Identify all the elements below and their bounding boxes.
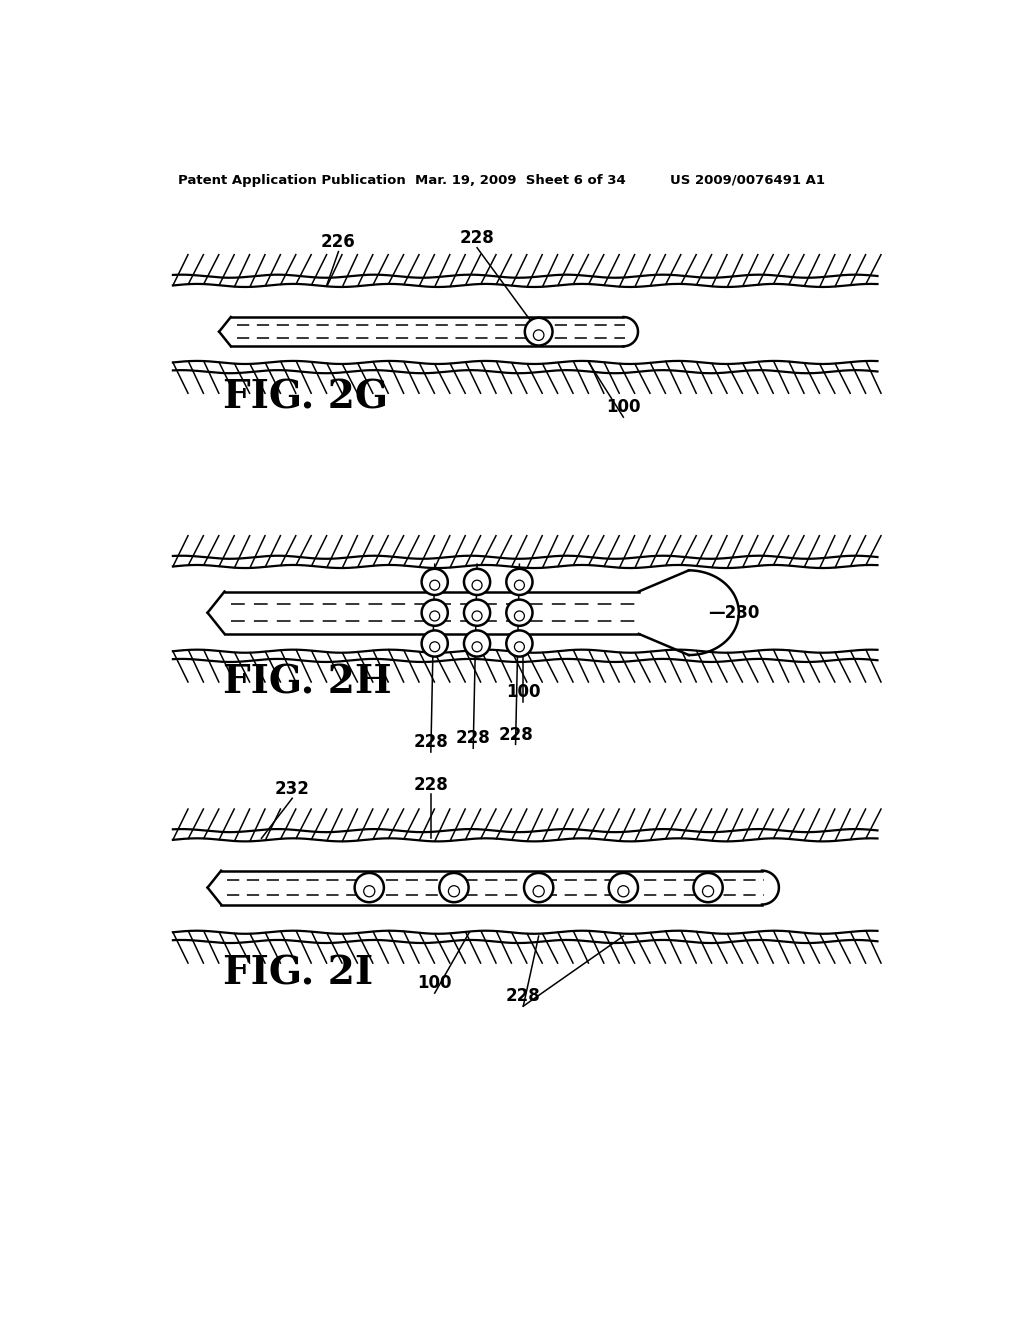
Circle shape [439, 873, 469, 903]
Text: 228: 228 [499, 726, 532, 743]
Circle shape [506, 569, 532, 595]
Circle shape [464, 631, 490, 656]
Circle shape [464, 569, 490, 595]
Circle shape [354, 873, 384, 903]
Text: FIG. 2G: FIG. 2G [223, 379, 388, 416]
Text: FIG. 2H: FIG. 2H [223, 663, 391, 701]
Text: 226: 226 [322, 232, 355, 251]
Circle shape [430, 581, 439, 590]
Circle shape [514, 581, 524, 590]
Text: 228: 228 [456, 730, 490, 747]
Text: FIG. 2I: FIG. 2I [223, 954, 373, 993]
Circle shape [608, 873, 638, 903]
Text: 100: 100 [418, 974, 452, 993]
Circle shape [506, 599, 532, 626]
Circle shape [693, 873, 723, 903]
Circle shape [702, 886, 714, 896]
Circle shape [422, 569, 447, 595]
Text: US 2009/0076491 A1: US 2009/0076491 A1 [670, 174, 824, 187]
Circle shape [524, 873, 553, 903]
Circle shape [534, 886, 544, 896]
Circle shape [525, 318, 553, 346]
Text: —230: —230 [708, 603, 760, 622]
Circle shape [449, 886, 460, 896]
Circle shape [506, 631, 532, 656]
Circle shape [422, 599, 447, 626]
Circle shape [472, 581, 482, 590]
Circle shape [422, 631, 447, 656]
Text: Mar. 19, 2009  Sheet 6 of 34: Mar. 19, 2009 Sheet 6 of 34 [416, 174, 627, 187]
Text: 100: 100 [606, 399, 641, 416]
Text: Patent Application Publication: Patent Application Publication [178, 174, 407, 187]
Circle shape [464, 599, 490, 626]
Circle shape [617, 886, 629, 896]
Circle shape [514, 642, 524, 652]
Circle shape [430, 642, 439, 652]
Text: 228: 228 [414, 776, 449, 793]
Text: 228: 228 [460, 228, 495, 247]
Circle shape [472, 642, 482, 652]
Circle shape [430, 611, 439, 620]
Circle shape [514, 611, 524, 620]
Text: 100: 100 [506, 684, 541, 701]
Circle shape [364, 886, 375, 896]
Text: 228: 228 [414, 734, 449, 751]
Circle shape [472, 611, 482, 620]
Text: 232: 232 [274, 780, 309, 797]
Circle shape [534, 330, 544, 341]
Text: 228: 228 [506, 987, 541, 1006]
